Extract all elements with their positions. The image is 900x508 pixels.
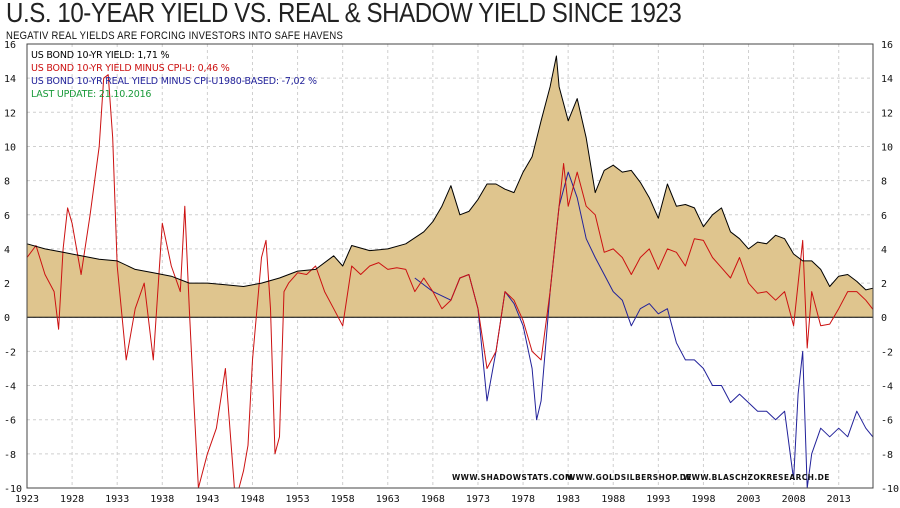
y-tick-label-left: -4 bbox=[4, 382, 16, 393]
y-tick-label-right: 14 bbox=[881, 74, 893, 85]
y-tick-label-left: 16 bbox=[4, 40, 16, 51]
y-tick-label-right: 12 bbox=[881, 108, 893, 119]
legend-entry: US BOND 10-YR REAL YIELD MINUS CPI-U1980… bbox=[31, 76, 317, 87]
x-tick-label: 1973 bbox=[466, 494, 490, 505]
x-tick-label: 1923 bbox=[15, 494, 39, 505]
y-tick-label-right: 16 bbox=[881, 40, 893, 51]
x-tick-label: 1998 bbox=[691, 494, 715, 505]
x-tick-label: 1978 bbox=[511, 494, 535, 505]
x-tick-label: 1983 bbox=[556, 494, 580, 505]
y-tick-label-left: 6 bbox=[4, 211, 10, 222]
y-tick-label-left: 10 bbox=[4, 142, 16, 153]
credits: WWW.SHADOWSTATS.COMWWW.GOLDSILBERSHOP.DE… bbox=[452, 473, 830, 482]
y-tick-label-right: 2 bbox=[881, 279, 887, 290]
x-tick-label: 1993 bbox=[646, 494, 670, 505]
y-tick-label-left: 4 bbox=[4, 245, 10, 256]
credit-url: WWW.BLASCHZOKRESEARCH.DE bbox=[683, 473, 830, 482]
y-tick-label-right: 0 bbox=[881, 313, 887, 324]
y-tick-label-right: -10 bbox=[881, 484, 899, 495]
y-tick-label-left: 8 bbox=[4, 177, 10, 188]
y-tick-label-left: 2 bbox=[4, 279, 10, 290]
yield-area-fill bbox=[27, 55, 873, 318]
x-tick-label: 1958 bbox=[331, 494, 355, 505]
legend-entry: US BOND 10-YR YIELD MINUS CPI-U: 0,46 % bbox=[31, 63, 230, 74]
x-axis: 1923 1928 1933 1938 1943 1948 1953 1958 1963 1968… bbox=[15, 494, 851, 505]
chart-title: U.S. 10-YEAR YIELD VS. REAL & SHADOW YIE… bbox=[6, 0, 682, 28]
y-tick-label-right: -2 bbox=[881, 347, 893, 358]
y-tick-label-left: -2 bbox=[4, 347, 16, 358]
x-tick-label: 1928 bbox=[60, 494, 84, 505]
y-tick-label-left: -6 bbox=[4, 416, 16, 427]
y-tick-label-left: 0 bbox=[4, 313, 10, 324]
series-line-shadow-yield bbox=[414, 171, 874, 489]
y-tick-label-left: -8 bbox=[4, 450, 16, 461]
y-tick-label-right: 8 bbox=[881, 177, 887, 188]
x-tick-label: 2013 bbox=[827, 494, 851, 505]
y-tick-label-right: 10 bbox=[881, 142, 893, 153]
y-tick-label-left: 12 bbox=[4, 108, 16, 119]
y-tick-label-right: -6 bbox=[881, 416, 893, 427]
y-tick-label-right: -4 bbox=[881, 382, 893, 393]
series-line-nominal-yield bbox=[26, 55, 874, 291]
series-line-real-yield bbox=[26, 74, 874, 489]
x-tick-label: 1988 bbox=[601, 494, 625, 505]
credit-url: WWW.SHADOWSTATS.COM bbox=[452, 473, 573, 482]
x-tick-label: 1953 bbox=[286, 494, 310, 505]
y-tick-label-right: 4 bbox=[881, 245, 887, 256]
y-tick-label-left: 14 bbox=[4, 74, 16, 85]
x-tick-label: 1948 bbox=[240, 494, 264, 505]
x-tick-label: 1938 bbox=[150, 494, 174, 505]
x-tick-label: 1943 bbox=[195, 494, 219, 505]
x-tick-label: 2003 bbox=[736, 494, 760, 505]
chart-subtitle: NEGATIV REAL YIELDS ARE FORCING INVESTOR… bbox=[6, 30, 344, 42]
y-axis-left: -10 -8 -6 -4 -2 0 2 4 6 8 10 12 14 16 bbox=[4, 40, 22, 495]
y-tick-label-right: 6 bbox=[881, 211, 887, 222]
y-tick-label-left: -10 bbox=[4, 484, 22, 495]
legend-entry: US BOND 10-YR YIELD: 1,71 % bbox=[31, 50, 169, 61]
y-axis-right: -10 -8 -6 -4 -2 0 2 4 6 8 10 12 14 16 bbox=[881, 40, 899, 495]
series-layer bbox=[26, 55, 874, 489]
credit-url: WWW.GOLDSILBERSHOP.DE bbox=[567, 473, 692, 482]
yield-area-layer bbox=[27, 55, 873, 318]
x-tick-label: 2008 bbox=[782, 494, 806, 505]
x-tick-label: 1968 bbox=[421, 494, 445, 505]
x-tick-label: 1933 bbox=[105, 494, 129, 505]
y-tick-label-right: -8 bbox=[881, 450, 893, 461]
plot-frame bbox=[26, 43, 874, 489]
x-tick-label: 1963 bbox=[376, 494, 400, 505]
legend: US BOND 10-YR YIELD: 1,71 % US BOND 10-YR… bbox=[31, 50, 317, 100]
legend-entry: LAST UPDATE: 21.10.2016 bbox=[31, 89, 151, 100]
